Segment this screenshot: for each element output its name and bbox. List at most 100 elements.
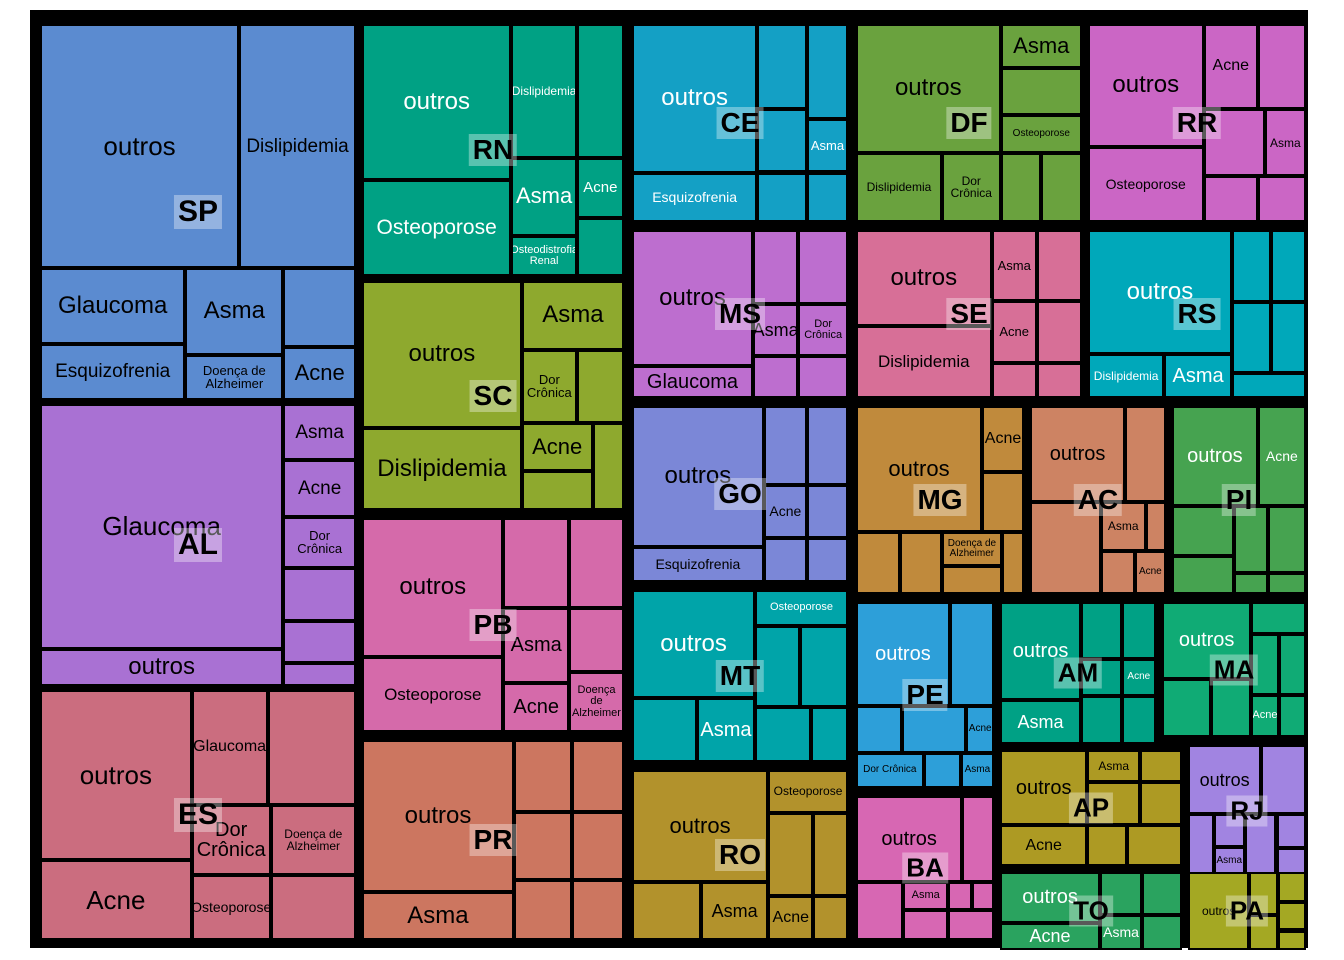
cell-am-blank bbox=[1081, 658, 1122, 696]
cell-ba-blank bbox=[856, 882, 903, 940]
cell-am-acne: Acne bbox=[1121, 658, 1156, 696]
cell-rr-asma: Asma bbox=[1264, 109, 1306, 177]
cell-ma-blank bbox=[1251, 602, 1306, 635]
cell-pe-blank bbox=[856, 706, 902, 753]
cell-mg-blank bbox=[1002, 531, 1024, 594]
state-group-ro: outros Asma Osteoporose Acne RO bbox=[632, 770, 848, 940]
cell-ro-blank bbox=[768, 812, 814, 896]
cell-mg-blank bbox=[982, 471, 1024, 532]
cell-ac-blank bbox=[1125, 406, 1166, 502]
state-group-sp: outros Dislipidemia Glaucoma Asma Esquizofre… bbox=[40, 24, 356, 400]
cell-ma-blank bbox=[1162, 678, 1211, 737]
cell-ro-blank bbox=[632, 882, 702, 940]
cell-rj-blank bbox=[1276, 848, 1306, 876]
cell-pe-blank bbox=[923, 752, 961, 788]
cell-go-acne: Acne bbox=[763, 485, 807, 538]
cell-ap-blank bbox=[1087, 825, 1128, 866]
cell-ac-asma: Asma bbox=[1100, 501, 1146, 551]
cell-pi-acne: Acne bbox=[1257, 406, 1306, 506]
state-group-rs: outros Dislipidemia Asma RS bbox=[1088, 230, 1306, 398]
state-label-pb: PB bbox=[469, 609, 517, 641]
cell-pi-outros: outros bbox=[1172, 406, 1258, 506]
cell-ac-blank bbox=[1100, 550, 1135, 594]
cell-pe-blank bbox=[949, 602, 994, 707]
cell-pr-blank bbox=[571, 740, 624, 812]
state-group-mt: outros Asma Osteoporose MT bbox=[632, 590, 848, 762]
cell-pe-acne: Acne bbox=[966, 706, 994, 753]
cell-go-blank bbox=[806, 485, 848, 538]
cell-mt-asma: Asma bbox=[696, 698, 756, 762]
state-label-ap: AP bbox=[1068, 792, 1114, 824]
cell-ba-blank bbox=[962, 796, 994, 883]
cell-to-blank bbox=[1141, 914, 1182, 950]
cell-pr-asma: Asma bbox=[362, 892, 514, 940]
cell-se-blank bbox=[1036, 300, 1082, 363]
cell-pr-blank bbox=[571, 812, 624, 880]
cell-sp-dislipidemia: Dislipidemia bbox=[239, 24, 356, 269]
cell-rr-outros: outros bbox=[1088, 24, 1204, 147]
cell-df-blank bbox=[1000, 67, 1082, 116]
cell-df-blank bbox=[1000, 152, 1042, 222]
cell-to-blank bbox=[1141, 872, 1182, 915]
cell-pr-blank bbox=[513, 880, 572, 940]
cell-am-blank bbox=[1081, 602, 1122, 659]
cell-am-asma: Asma bbox=[1000, 699, 1082, 744]
cell-ap-asma: Asma bbox=[1087, 750, 1141, 783]
cell-pb-doen-a-de-alzheimer: Doença de Alzheimer bbox=[568, 672, 624, 732]
cell-ms-blank bbox=[752, 230, 799, 304]
state-label-ro: RO bbox=[715, 839, 765, 871]
state-label-rj: RJ bbox=[1226, 795, 1268, 826]
cell-sc-asma: Asma bbox=[521, 281, 624, 350]
state-label-ce: CE bbox=[716, 107, 764, 139]
cell-se-acne: Acne bbox=[991, 300, 1037, 363]
cell-go-esquizofrenia: Esquizofrenia bbox=[632, 546, 764, 582]
cell-al-asma: Asma bbox=[283, 404, 356, 461]
state-group-pi: outros Acne PI bbox=[1172, 406, 1306, 594]
cell-ce-blank bbox=[757, 24, 807, 110]
cell-es-osteoporose: Osteoporose bbox=[191, 875, 271, 940]
cell-sc-acne: Acne bbox=[521, 422, 593, 472]
state-group-pb: outros Osteoporose Asma Acne Doença de Alzhe… bbox=[362, 518, 624, 732]
cell-ba-blank bbox=[948, 909, 994, 940]
state-label-rs: RS bbox=[1173, 298, 1221, 330]
cell-rs-dislipidemia: Dislipidemia bbox=[1088, 354, 1165, 398]
cell-rn-blank bbox=[576, 218, 624, 276]
state-group-rj: outros Asma RJ bbox=[1188, 745, 1306, 876]
cell-df-osteoporose: Osteoporose bbox=[1000, 115, 1082, 153]
cell-ro-blank bbox=[813, 895, 848, 940]
cell-sc-dor-cr-nica: Dor Crônica bbox=[521, 349, 577, 423]
cell-ba-blank bbox=[902, 909, 949, 940]
state-label-rr: RR bbox=[1172, 107, 1222, 139]
cell-pe-dor-cr-nica: Dor Crônica bbox=[856, 752, 924, 788]
cell-sp-doen-a-de-alzheimer: Doença de Alzheimer bbox=[185, 354, 284, 400]
cell-rj-blank bbox=[1188, 814, 1214, 876]
cell-pe-asma: Asma bbox=[960, 752, 994, 788]
cell-df-blank bbox=[1041, 152, 1082, 222]
state-group-am: outros Asma Acne AM bbox=[1000, 602, 1156, 744]
cell-sp-blank bbox=[283, 268, 356, 348]
state-label-es: ES bbox=[173, 798, 223, 832]
cell-pi-blank bbox=[1268, 505, 1306, 574]
cell-pe-blank bbox=[901, 706, 967, 753]
cell-ce-esquizofrenia: Esquizofrenia bbox=[632, 172, 758, 222]
cell-am-outros: outros bbox=[1000, 602, 1082, 700]
cell-ba-outros: outros bbox=[856, 796, 963, 883]
cell-rs-outros: outros bbox=[1088, 230, 1232, 355]
cell-pe-outros: outros bbox=[856, 602, 950, 707]
cell-ro-blank bbox=[813, 812, 848, 896]
cell-sc-outros: outros bbox=[362, 281, 522, 428]
cell-am-blank bbox=[1081, 695, 1122, 744]
state-group-df: outros Dislipidemia Dor Crônica Asma Osteopo… bbox=[856, 24, 1082, 222]
cell-to-outros: outros bbox=[1000, 872, 1101, 923]
cell-pr-blank bbox=[513, 812, 572, 880]
state-label-pe: PE bbox=[902, 679, 948, 711]
cell-mg-doen-a-de-alzheimer: Doença de Alzheimer bbox=[941, 531, 1003, 566]
cell-rs-blank bbox=[1271, 230, 1306, 303]
state-label-ma: MA bbox=[1209, 654, 1259, 685]
cell-mt-blank bbox=[755, 706, 812, 762]
state-group-es: outros Acne Glaucoma Dor Crônica Doença de A… bbox=[40, 690, 356, 940]
state-group-pa: outros PA bbox=[1188, 872, 1306, 950]
state-group-mg: outros Acne Doença de Alzheimer MG bbox=[856, 406, 1024, 594]
cell-ro-outros: outros bbox=[632, 770, 769, 883]
